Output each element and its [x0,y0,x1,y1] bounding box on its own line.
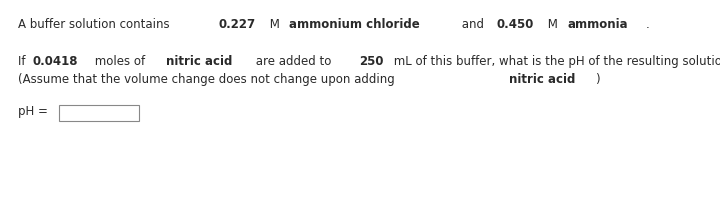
Text: ): ) [595,73,599,86]
Text: pH =: pH = [18,104,48,117]
Bar [58,105,138,121]
Text: mL of this buffer, what is the pH of the resulting solution ?: mL of this buffer, what is the pH of the… [390,55,720,68]
Text: are added to: are added to [251,55,335,68]
Text: 0.227: 0.227 [218,18,256,31]
Text: .: . [645,18,649,31]
Text: A buffer solution contains: A buffer solution contains [18,18,174,31]
Text: 250: 250 [359,55,383,68]
Text: M: M [544,18,562,31]
Text: M: M [266,18,284,31]
Text: moles of: moles of [91,55,149,68]
Text: 0.0418: 0.0418 [32,55,78,68]
Text: ammonia: ammonia [567,18,628,31]
Text: and: and [458,18,487,31]
Text: If: If [18,55,30,68]
Text: nitric acid: nitric acid [509,73,575,86]
Text: (Assume that the volume change does not change upon adding: (Assume that the volume change does not … [18,73,398,86]
Text: 0.450: 0.450 [496,18,534,31]
Text: nitric acid: nitric acid [166,55,233,68]
Text: ammonium chloride: ammonium chloride [289,18,420,31]
